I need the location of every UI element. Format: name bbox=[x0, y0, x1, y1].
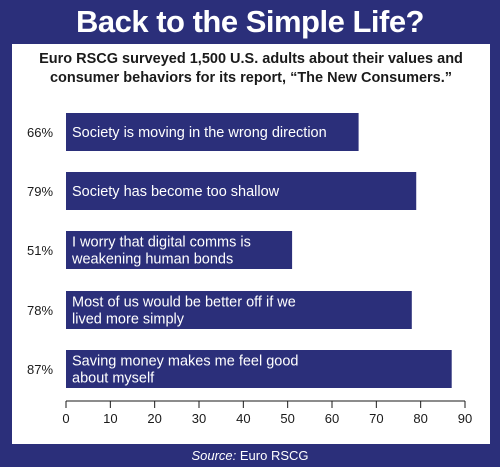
bar bbox=[66, 350, 452, 388]
x-tick-label: 0 bbox=[62, 411, 69, 426]
bar-label: Saving money makes me feel good bbox=[72, 354, 299, 370]
x-tick-label: 60 bbox=[325, 411, 339, 426]
bar bbox=[66, 231, 293, 269]
chart-panel: Euro RSCG surveyed 1,500 U.S. adults abo… bbox=[12, 44, 490, 444]
bar bbox=[66, 291, 412, 329]
x-tick-label: 20 bbox=[147, 411, 161, 426]
bar-label: weakening human bonds bbox=[71, 252, 233, 268]
subtitle-line-2: consumer behaviors for its report, “The … bbox=[49, 70, 453, 86]
bar bbox=[66, 172, 417, 210]
bar-label: I worry that digital comms is bbox=[72, 235, 251, 251]
bar-label: Society is moving in the wrong direction bbox=[72, 125, 327, 141]
chart-title: Back to the Simple Life? bbox=[75, 4, 425, 39]
x-tick-label: 30 bbox=[192, 411, 206, 426]
value-label: 66% bbox=[27, 125, 53, 140]
source-note: Source: Euro RSCG bbox=[0, 446, 500, 467]
bars: Society is moving in the wrong direction… bbox=[66, 113, 452, 388]
bar-group: Most of us would be better off if welive… bbox=[66, 291, 412, 329]
bar-chart: 66% 79% 51% 78% 87% Society is moving in the… bbox=[27, 113, 472, 426]
bar-group: Society is moving in the wrong direction bbox=[66, 113, 359, 151]
value-label: 78% bbox=[27, 303, 53, 318]
x-tick-label: 50 bbox=[280, 411, 294, 426]
bar bbox=[66, 113, 359, 151]
value-label: 79% bbox=[27, 184, 53, 199]
value-labels: 66% 79% 51% 78% 87% bbox=[27, 125, 53, 377]
x-axis: 0 10 20 30 40 50 60 70 80 90 bbox=[62, 400, 472, 426]
x-tick-label: 40 bbox=[236, 411, 250, 426]
bar-group: Society has become too shallow bbox=[66, 172, 417, 210]
bar-label: Society has become too shallow bbox=[72, 184, 280, 200]
bar-label: lived more simply bbox=[72, 312, 185, 328]
bar-label: Most of us would be better off if we bbox=[72, 295, 296, 311]
value-label: 87% bbox=[27, 362, 53, 377]
source-value: Euro RSCG bbox=[239, 448, 309, 463]
value-label: 51% bbox=[27, 243, 53, 258]
x-tick-label: 80 bbox=[413, 411, 427, 426]
chart-subtitle: Euro RSCG surveyed 1,500 U.S. adults abo… bbox=[12, 50, 490, 88]
source-label: Source: bbox=[191, 448, 237, 463]
x-tick-label: 90 bbox=[458, 411, 472, 426]
x-tick-label: 10 bbox=[103, 411, 117, 426]
x-tick-label: 70 bbox=[369, 411, 383, 426]
bar-label: about myself bbox=[72, 371, 155, 387]
subtitle-line-1: Euro RSCG surveyed 1,500 U.S. adults abo… bbox=[39, 51, 463, 67]
